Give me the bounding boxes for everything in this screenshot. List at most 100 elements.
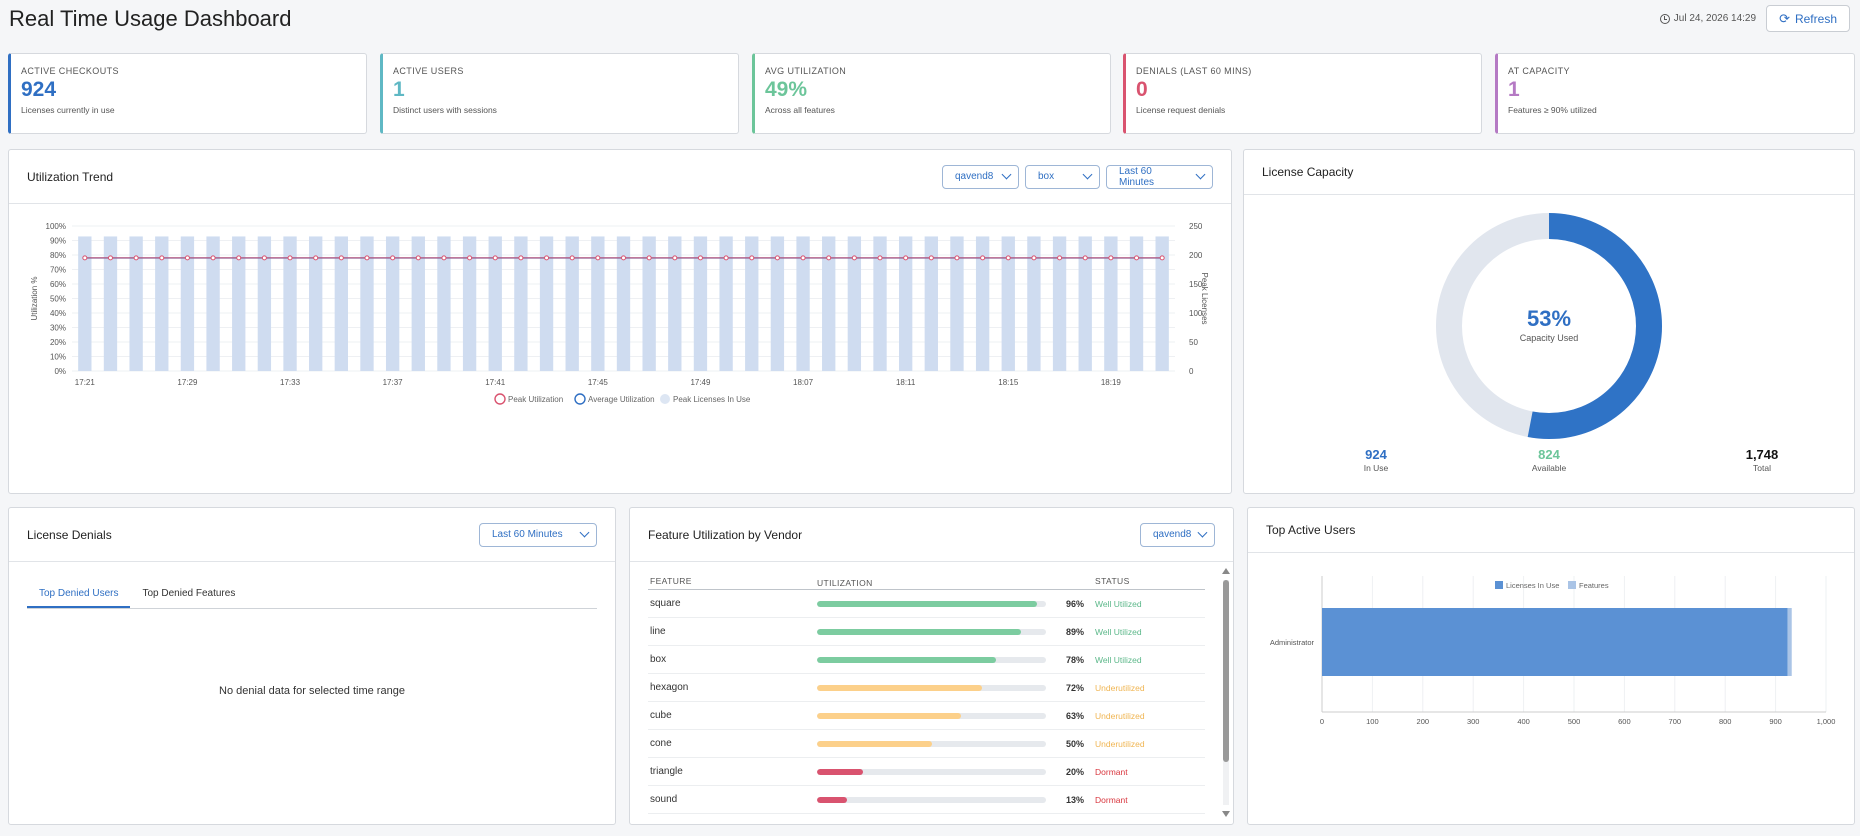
refresh-label: Refresh	[1794, 11, 1837, 26]
x-tick-label: 17:21	[75, 378, 96, 387]
x-tick-label: 600	[1618, 717, 1631, 726]
x-tick-label: 900	[1769, 717, 1782, 726]
utilization-bar-fill	[817, 600, 1037, 607]
refresh-button[interactable]: ⟳ Refresh	[1766, 5, 1850, 32]
peak-utilization-point	[621, 255, 626, 261]
utilization-percent: 72%	[1065, 682, 1084, 693]
peak-utilization-point	[518, 255, 524, 261]
legend-label: Licenses In Use	[1506, 581, 1559, 590]
peak-licenses-bar	[488, 236, 502, 371]
panel-header: Feature Utilization by Vendor qavend8	[630, 508, 1233, 562]
y-tick-label: 70%	[50, 266, 66, 275]
kpi-value: 0	[1136, 78, 1148, 101]
capacity-center-label: Capacity Used	[1519, 333, 1579, 343]
legend-average-utilization-icon	[574, 393, 586, 405]
license-denials-panel: License Denials Last 60 Minutes Top Deni…	[8, 507, 616, 825]
peak-utilization-point	[338, 255, 344, 261]
kpi-active-users: ACTIVE USERS 1 Distinct users with sessi…	[380, 53, 739, 134]
peak-licenses-bar	[975, 236, 990, 371]
scroll-up-icon[interactable]	[1222, 568, 1230, 574]
utilization-cell: 89%	[817, 627, 1095, 637]
peak-licenses-bar	[745, 236, 759, 371]
feature-name: hexagon	[650, 682, 689, 693]
peak-licenses-bar	[693, 236, 708, 371]
kpi-subtext: Features ≥ 90% utilized	[1508, 105, 1597, 115]
scroll-down-icon[interactable]	[1222, 811, 1230, 817]
features-bar	[1787, 608, 1792, 676]
peak-licenses-bar	[411, 236, 425, 371]
header-actions: Jul 24, 2026 14:29 ⟳ Refresh	[1659, 5, 1850, 32]
peak-licenses-bar	[1027, 236, 1041, 371]
stat-in-use: 924 In Use	[1331, 447, 1421, 473]
panel-header: Top Active Users	[1248, 508, 1854, 553]
utilization-percent: 63%	[1065, 710, 1084, 721]
peak-utilization-point	[826, 255, 832, 261]
peak-licenses-bar	[129, 236, 143, 371]
y-tick-label: 0%	[54, 367, 66, 376]
peak-utilization-point	[672, 255, 678, 261]
chevron-down-icon	[1197, 527, 1208, 538]
y-axis-label: Utilization %	[30, 276, 39, 320]
kpi-subtext: Across all features	[765, 105, 835, 115]
peak-utilization-point	[133, 255, 139, 261]
licenses-in-use-bar	[1322, 608, 1788, 676]
y-tick-label: 60%	[50, 280, 66, 289]
peak-utilization-point	[749, 255, 755, 261]
peak-utilization-point	[467, 255, 473, 261]
x-tick-label: 300	[1467, 717, 1480, 726]
utilization-bar-track	[817, 600, 1046, 607]
utilization-percent: 20%	[1065, 766, 1084, 777]
vendor-select[interactable]: qavend8	[1140, 522, 1215, 547]
peak-licenses-bar	[565, 236, 579, 371]
peak-licenses-bar	[155, 236, 169, 371]
x-tick-label: 200	[1417, 717, 1430, 726]
available-value: 824	[1538, 447, 1560, 462]
tab-top-denied-features[interactable]: Top Denied Features	[142, 588, 236, 599]
peak-licenses-bar	[103, 236, 118, 371]
peak-utilization-point	[954, 255, 960, 261]
denials-time-range-select[interactable]: Last 60 Minutes	[479, 522, 597, 547]
legend-label: Peak Utilization	[508, 395, 563, 404]
peak-licenses-bar	[1052, 236, 1067, 371]
peak-licenses-bar	[283, 236, 297, 371]
peak-licenses-bar	[1078, 236, 1092, 371]
scrollbar-thumb[interactable]	[1223, 580, 1229, 762]
peak-licenses-bar	[78, 236, 92, 371]
vendor-select[interactable]: qavend8	[942, 164, 1019, 189]
x-tick-label: 17:33	[280, 378, 301, 387]
utilization-cell: 72%	[817, 683, 1095, 693]
peak-utilization-point	[1005, 255, 1011, 261]
table-scrollbar[interactable]	[1221, 568, 1231, 817]
utilization-bar-track	[817, 740, 1046, 747]
status-badge: Underutilized	[1095, 710, 1145, 721]
peak-licenses-bar	[514, 236, 528, 371]
utilization-percent: 89%	[1065, 626, 1084, 637]
utilization-trend-panel: Utilization Trend qavend8 box Last 60 Mi…	[8, 149, 1232, 494]
empty-state-message: No denial data for selected time range	[219, 685, 405, 697]
utilization-bar-track	[817, 796, 1046, 803]
time-range-select[interactable]: Last 60 Minutes	[1106, 164, 1213, 189]
panel-title: License Denials	[27, 527, 112, 542]
chevron-down-icon	[579, 527, 590, 538]
peak-licenses-bar	[206, 236, 220, 371]
utilization-bar-track	[817, 628, 1046, 635]
peak-utilization-point	[184, 255, 190, 261]
peak-licenses-bar	[668, 236, 682, 371]
legend-features-icon	[1568, 581, 1576, 589]
kpi-subtext: Licenses currently in use	[21, 105, 115, 115]
trend-filters: qavend8 box Last 60 Minutes	[942, 164, 1213, 189]
timestamp-text: Jul 24, 2026 14:29	[1673, 13, 1757, 24]
total-value: 1,748	[1745, 447, 1779, 462]
y2-tick-label: 150	[1189, 280, 1203, 289]
legend-label: Features	[1579, 581, 1609, 590]
y-tick-label: 50%	[50, 295, 66, 304]
refresh-icon: ⟳	[1779, 10, 1790, 26]
utilization-bar-fill	[817, 796, 847, 803]
table-row: triangle 20% Dormant	[648, 758, 1205, 786]
tab-top-denied-users[interactable]: Top Denied Users	[27, 582, 131, 608]
select-value: qavend8	[955, 171, 994, 182]
table-row: sound 13% Dormant	[648, 786, 1205, 814]
feature-select[interactable]: box	[1025, 164, 1100, 189]
utilization-cell: 63%	[817, 711, 1095, 721]
feature-utilization-panel: Feature Utilization by Vendor qavend8 FE…	[629, 507, 1234, 825]
